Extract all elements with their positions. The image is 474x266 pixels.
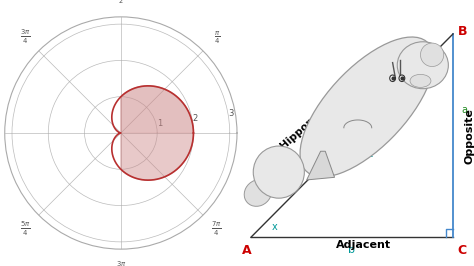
Ellipse shape [399,75,405,81]
Polygon shape [121,86,193,180]
Text: C: C [458,244,467,257]
Polygon shape [307,151,335,180]
Text: Hippopotenuse: Hippopotenuse [278,84,351,151]
Text: x: x [271,222,277,232]
Ellipse shape [253,146,304,198]
Ellipse shape [420,43,444,66]
Text: b: b [348,245,356,255]
Polygon shape [121,86,193,133]
Ellipse shape [390,75,395,81]
Text: Adjacent: Adjacent [336,240,391,250]
Ellipse shape [397,42,448,89]
Text: Opposite: Opposite [464,108,474,164]
Ellipse shape [410,74,431,88]
Text: c: c [368,149,373,159]
Text: a: a [462,105,468,115]
Text: B: B [457,25,467,38]
Ellipse shape [300,37,434,177]
Ellipse shape [244,180,272,206]
Text: A: A [241,244,251,257]
